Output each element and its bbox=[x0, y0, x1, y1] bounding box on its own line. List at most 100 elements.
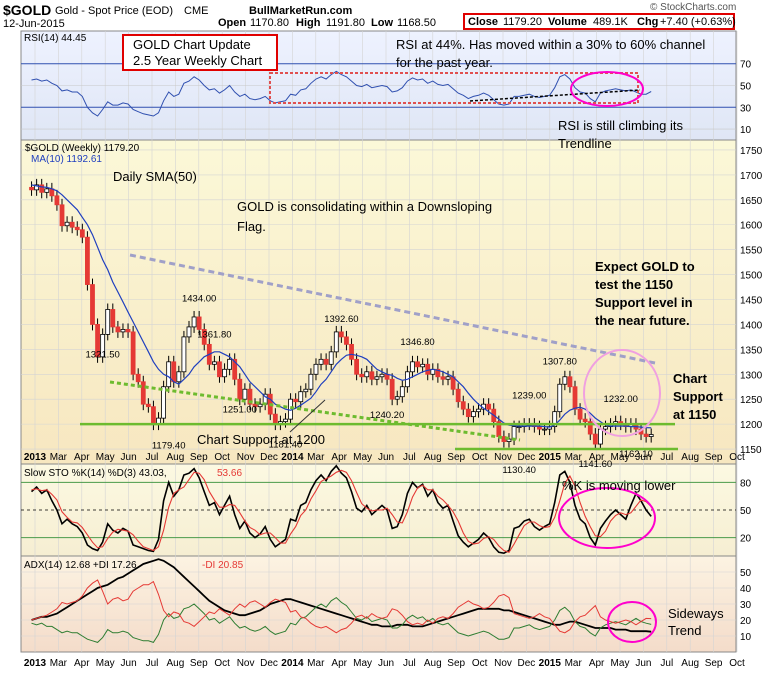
adx-tick-label: 30 bbox=[740, 600, 752, 611]
price-label: 1141.60 bbox=[579, 459, 613, 470]
price-candle bbox=[562, 376, 568, 385]
flag-lower-line bbox=[109, 380, 521, 442]
price-candle bbox=[587, 421, 593, 435]
price-candle bbox=[364, 371, 370, 378]
price-candle bbox=[511, 426, 517, 440]
price-label: 1162.10 bbox=[619, 449, 653, 460]
adx-minus-legend: -DI 20.85 bbox=[202, 560, 244, 571]
price-tick-label: 1300 bbox=[740, 370, 763, 381]
price-candle bbox=[359, 373, 365, 378]
x-tick-label-top: Nov bbox=[237, 452, 255, 463]
price-tick-label: 1500 bbox=[740, 271, 763, 282]
x-tick-label-bottom: Dec bbox=[260, 658, 278, 669]
chart-date: 12-Jun-2015 bbox=[3, 18, 65, 30]
price-candle bbox=[389, 378, 395, 400]
sto-highlight-circle bbox=[558, 487, 656, 549]
price-label: 1181.40 bbox=[269, 439, 303, 450]
price-candle bbox=[44, 188, 50, 193]
ma-legend: MA(10) 1192.61 bbox=[31, 154, 102, 165]
price-candle bbox=[598, 428, 603, 445]
price-candle bbox=[79, 229, 85, 238]
price-candle bbox=[247, 388, 253, 405]
x-tick-label-bottom: Jun bbox=[121, 658, 137, 669]
sto-tick-label: 20 bbox=[740, 534, 752, 545]
x-tick-label-bottom: Jul bbox=[146, 658, 159, 669]
rsi-tick-label: 10 bbox=[740, 125, 752, 136]
x-tick-label-top: Mar bbox=[307, 452, 325, 463]
price-tick-label: 1200 bbox=[740, 420, 763, 431]
price-label: 1232.00 bbox=[604, 394, 638, 405]
price-candle bbox=[577, 408, 583, 420]
price-candle bbox=[643, 433, 649, 437]
price-candle bbox=[227, 358, 233, 370]
copyright: © StockCharts.com bbox=[650, 2, 737, 13]
x-tick-label-bottom: Sep bbox=[447, 658, 465, 669]
price-label: 1179.40 bbox=[152, 440, 186, 451]
price-tick-label: 1450 bbox=[740, 296, 763, 307]
price-candle bbox=[39, 184, 45, 193]
x-tick-label-bottom: Jun bbox=[635, 658, 651, 669]
price-candle bbox=[476, 408, 481, 413]
x-tick-label-top: Sep bbox=[447, 452, 465, 463]
price-tick-label: 1550 bbox=[740, 246, 763, 257]
price-candle bbox=[217, 361, 222, 378]
x-tick-label-top: Jul bbox=[403, 452, 416, 463]
support-1150-note: at 1150 bbox=[673, 407, 716, 422]
x-tick-label-top: Aug bbox=[167, 452, 185, 463]
x-tick-label-top: May bbox=[353, 452, 372, 463]
rsi-line bbox=[31, 70, 652, 117]
price-candle bbox=[186, 326, 192, 338]
price-candle bbox=[105, 309, 111, 335]
x-tick-label-top: Apr bbox=[589, 452, 605, 463]
price-candle bbox=[232, 358, 238, 380]
price-candle bbox=[125, 329, 131, 333]
price-candle bbox=[460, 401, 466, 410]
rsi-trendline bbox=[469, 89, 641, 102]
price-label: 1434.00 bbox=[182, 293, 216, 304]
adx-highlight-circle bbox=[607, 601, 657, 643]
price-candle bbox=[95, 324, 100, 358]
price-candle bbox=[64, 221, 70, 227]
x-tick-label-bottom: Apr bbox=[331, 658, 347, 669]
price-tick-label: 1650 bbox=[740, 196, 763, 207]
x-tick-label-bottom: Jun bbox=[378, 658, 394, 669]
price-label: 1321.50 bbox=[85, 350, 119, 361]
title-box-text: GOLD Chart Update bbox=[133, 37, 251, 52]
rsi-highlight-circle bbox=[570, 71, 644, 107]
x-tick-label-top: Oct bbox=[214, 452, 230, 463]
price-tick-label: 1250 bbox=[740, 395, 763, 406]
sto-tick-label: 80 bbox=[740, 478, 752, 489]
price-label: 1346.80 bbox=[400, 337, 434, 348]
low-value: 1168.50 bbox=[397, 17, 436, 29]
price-candle bbox=[151, 406, 156, 425]
x-tick-label-top: Jul bbox=[146, 452, 159, 463]
price-candle bbox=[201, 329, 207, 345]
x-tick-label-bottom: May bbox=[353, 658, 372, 669]
x-tick-label-top: Dec bbox=[260, 452, 278, 463]
adx-legend: ADX(14) 12.68 +DI 17.26 bbox=[24, 560, 137, 571]
sto-tick-label: 50 bbox=[740, 506, 752, 517]
adx-note: Trend bbox=[668, 623, 701, 638]
x-tick-label-bottom: Oct bbox=[472, 658, 488, 669]
adx-di-line bbox=[31, 596, 652, 643]
price-candle bbox=[582, 418, 588, 423]
price-candle bbox=[74, 226, 80, 231]
x-tick-label-top: Jul bbox=[660, 452, 673, 463]
price-candle bbox=[166, 361, 172, 388]
price-candle bbox=[54, 195, 60, 206]
price-candle bbox=[349, 343, 354, 360]
x-tick-label-bottom: Mar bbox=[50, 658, 68, 669]
rsi-tick-label: 30 bbox=[740, 103, 752, 114]
x-tick-label-bottom: Jul bbox=[403, 658, 416, 669]
x-tick-label-top: Oct bbox=[729, 452, 745, 463]
adx-tick-label: 50 bbox=[740, 568, 752, 579]
sto-d-line bbox=[31, 469, 652, 553]
rsi-legend: RSI(14) 44.45 bbox=[24, 33, 87, 44]
price-tick-label: 1700 bbox=[740, 171, 763, 182]
volume-value: 489.1K bbox=[593, 16, 628, 28]
rsi-tick-label: 50 bbox=[740, 82, 752, 93]
price-candle bbox=[100, 333, 106, 358]
x-tick-label-top: Nov bbox=[494, 452, 512, 463]
expect-note: Support level in bbox=[595, 295, 693, 310]
